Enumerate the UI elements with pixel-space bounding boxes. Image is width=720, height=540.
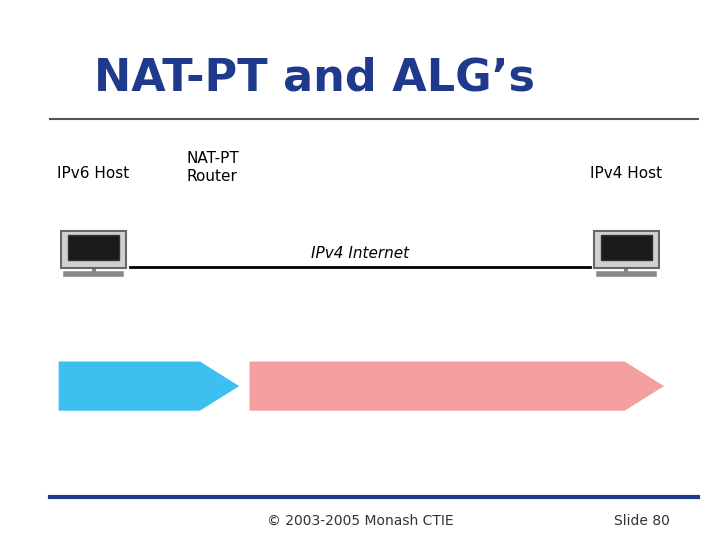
Polygon shape: [58, 361, 241, 411]
FancyBboxPatch shape: [593, 231, 660, 268]
Text: IPv4 ICMP: IPv4 ICMP: [386, 377, 487, 395]
Text: ICMPv6: ICMPv6: [94, 377, 163, 395]
FancyBboxPatch shape: [601, 235, 652, 260]
FancyBboxPatch shape: [60, 231, 127, 268]
Text: IPv4 Host: IPv4 Host: [590, 166, 662, 181]
Text: Slide 80: Slide 80: [613, 514, 670, 528]
Polygon shape: [248, 361, 666, 411]
Text: IPv4 Internet: IPv4 Internet: [311, 246, 409, 261]
FancyBboxPatch shape: [68, 235, 119, 260]
Text: IPv6 Host: IPv6 Host: [58, 166, 130, 181]
Text: NAT-PT
Router: NAT-PT Router: [186, 151, 239, 184]
Text: © 2003-2005 Monash CTIE: © 2003-2005 Monash CTIE: [266, 514, 454, 528]
Text: NAT-PT and ALG’s: NAT-PT and ALG’s: [94, 57, 534, 100]
